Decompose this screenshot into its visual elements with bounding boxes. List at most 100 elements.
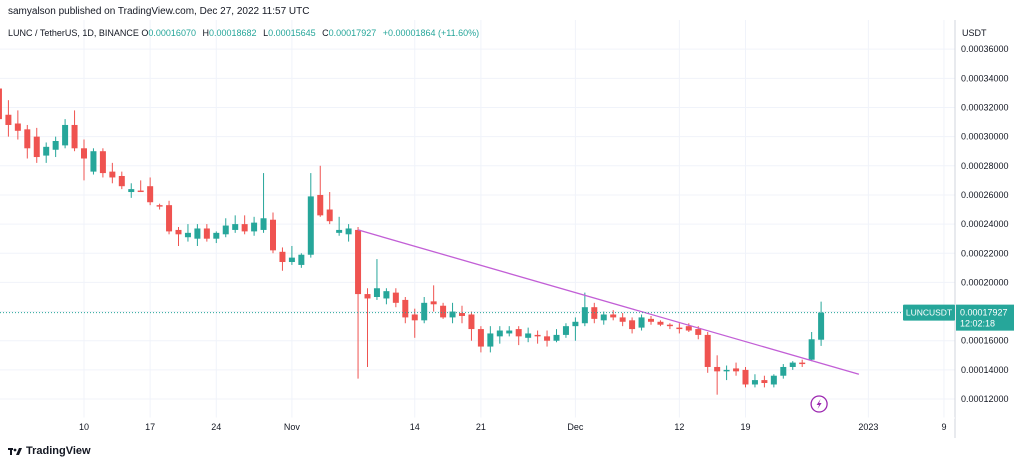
candle-body[interactable] xyxy=(440,305,447,318)
candle-body[interactable] xyxy=(695,329,702,335)
candle-body[interactable] xyxy=(704,334,711,367)
candle-body[interactable] xyxy=(619,317,626,322)
candle-body[interactable] xyxy=(449,311,456,318)
candle-body[interactable] xyxy=(288,257,295,263)
candle-body[interactable] xyxy=(733,368,740,372)
candle-body[interactable] xyxy=(610,314,617,318)
candle-body[interactable] xyxy=(383,291,390,299)
candle-body[interactable] xyxy=(128,189,135,193)
candle-body[interactable] xyxy=(345,228,352,235)
candle-body[interactable] xyxy=(222,225,229,235)
candle-body[interactable] xyxy=(770,375,777,385)
candle-body[interactable] xyxy=(657,321,664,325)
candle-body[interactable] xyxy=(364,294,371,299)
candle-body[interactable] xyxy=(789,362,796,367)
candle-body[interactable] xyxy=(355,229,362,295)
candle-body[interactable] xyxy=(109,171,116,178)
candle-body[interactable] xyxy=(751,380,758,385)
candle-body[interactable] xyxy=(459,313,465,316)
price-tag-countdown: 12:02:18 xyxy=(960,319,995,329)
candle-body[interactable] xyxy=(232,224,239,230)
candle-body[interactable] xyxy=(723,369,730,372)
symbol-label[interactable]: LUNC / TetherUS, 1D, BINANCE xyxy=(8,28,139,38)
candle-body[interactable] xyxy=(14,123,21,131)
candle-body[interactable] xyxy=(553,334,560,341)
candle-body[interactable] xyxy=(496,330,503,337)
candle-body[interactable] xyxy=(742,369,749,385)
candle-body[interactable] xyxy=(251,222,258,232)
candle-body[interactable] xyxy=(166,205,173,232)
candle-body[interactable] xyxy=(799,362,806,365)
candle-body[interactable] xyxy=(317,194,324,216)
y-tick-label: 0.00024000 xyxy=(961,219,1009,229)
publisher-line: samyalson published on TradingView.com, … xyxy=(8,6,310,17)
candle-body[interactable] xyxy=(99,151,106,174)
high-label: H xyxy=(202,28,209,38)
candle-body[interactable] xyxy=(411,314,418,321)
candle-body[interactable] xyxy=(818,312,825,340)
candle-body[interactable] xyxy=(298,254,305,265)
candle-body[interactable] xyxy=(194,228,201,239)
candle-body[interactable] xyxy=(373,288,380,297)
candle-body[interactable] xyxy=(33,136,40,158)
candle-body[interactable] xyxy=(279,251,286,263)
candle-body[interactable] xyxy=(638,317,645,328)
candle-body[interactable] xyxy=(81,148,87,159)
candle-body[interactable] xyxy=(525,333,532,338)
candle-body[interactable] xyxy=(213,232,220,239)
candle-body[interactable] xyxy=(648,318,654,322)
candle-body[interactable] xyxy=(270,219,276,251)
candle-body[interactable] xyxy=(184,232,191,238)
candle-body[interactable] xyxy=(326,209,333,222)
candle-body[interactable] xyxy=(714,366,721,372)
trendline[interactable] xyxy=(357,229,860,375)
candle-body[interactable] xyxy=(147,186,154,203)
candle-body[interactable] xyxy=(260,218,267,230)
candle-body[interactable] xyxy=(421,302,428,321)
candle-body[interactable] xyxy=(203,228,210,239)
candle-body[interactable] xyxy=(562,326,569,335)
candle-body[interactable] xyxy=(118,175,125,187)
candle-body[interactable] xyxy=(515,329,522,337)
candle-body[interactable] xyxy=(90,151,97,172)
candle-body[interactable] xyxy=(52,141,59,150)
candle-body[interactable] xyxy=(534,334,541,337)
candle-body[interactable] xyxy=(24,129,31,149)
candle-body[interactable] xyxy=(808,339,815,360)
candle-body[interactable] xyxy=(544,336,551,341)
candle-body[interactable] xyxy=(71,124,78,149)
candle-body[interactable] xyxy=(43,146,50,156)
candle-body[interactable] xyxy=(600,314,607,321)
candle-body[interactable] xyxy=(581,307,588,324)
y-tick-label: 0.00032000 xyxy=(961,102,1009,112)
candle-body[interactable] xyxy=(761,380,768,384)
y-tick-label: 0.00014000 xyxy=(961,365,1009,375)
candle-body[interactable] xyxy=(156,205,163,207)
ohlc-legend: LUNC / TetherUS, 1D, BINANCE O0.00016070… xyxy=(8,28,479,38)
candle-body[interactable] xyxy=(392,292,399,303)
candle-body[interactable] xyxy=(487,333,494,347)
candle-body[interactable] xyxy=(629,320,636,330)
candle-body[interactable] xyxy=(241,224,248,232)
x-tick-label: 21 xyxy=(476,422,486,432)
candle-body[interactable] xyxy=(676,327,683,330)
candle-body[interactable] xyxy=(137,190,144,193)
candle-body[interactable] xyxy=(5,114,12,125)
candle-body[interactable] xyxy=(685,326,692,331)
candle-body[interactable] xyxy=(62,124,69,146)
candle-body[interactable] xyxy=(666,324,673,327)
candle-body[interactable] xyxy=(307,196,314,255)
y-tick-label: 0.00012000 xyxy=(961,394,1009,404)
lightning-bolt-icon xyxy=(816,399,822,409)
candle-body[interactable] xyxy=(506,330,513,334)
candle-body[interactable] xyxy=(175,229,182,235)
candle-body[interactable] xyxy=(430,301,437,305)
candle-body[interactable] xyxy=(477,329,484,347)
candle-body[interactable] xyxy=(0,88,2,120)
candle-body[interactable] xyxy=(336,229,343,233)
candle-body[interactable] xyxy=(780,366,787,376)
candle-body[interactable] xyxy=(468,314,475,330)
candle-body[interactable] xyxy=(402,299,409,318)
price-tag xyxy=(956,304,1014,331)
candle-body[interactable] xyxy=(572,321,579,327)
